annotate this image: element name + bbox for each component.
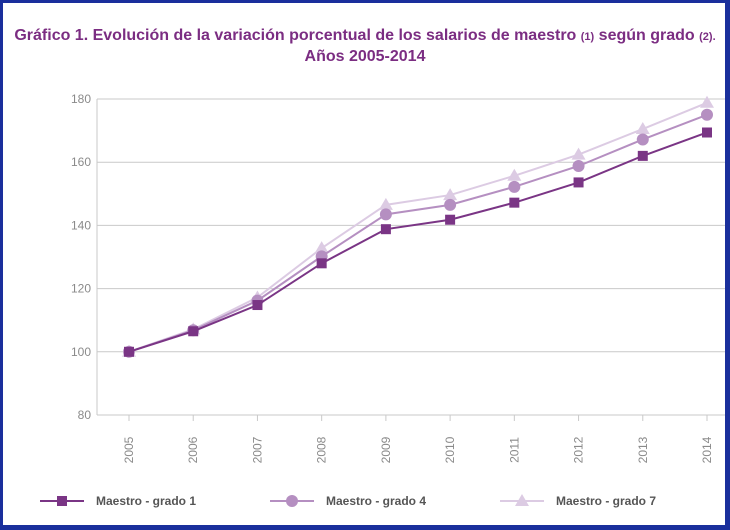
y-tick-label: 140: [71, 218, 91, 232]
title-note-1: (1): [580, 31, 595, 43]
data-point: [444, 198, 457, 211]
x-tick-label: 2013: [636, 436, 650, 463]
data-point: [379, 208, 392, 221]
x-tick-label: 2009: [379, 436, 393, 463]
y-tick-label: 180: [71, 92, 91, 106]
data-point: [378, 197, 393, 210]
data-point: [701, 108, 713, 121]
y-tick-label: 120: [71, 282, 91, 296]
x-tick-label: 2011: [507, 437, 521, 463]
data-point: [124, 346, 134, 357]
chart-title: Gráfico 1. Evolución de la variación por…: [0, 26, 730, 66]
y-tick-label: 160: [71, 155, 91, 169]
data-point: [380, 224, 391, 235]
legend-marker: [286, 495, 298, 507]
data-point: [509, 197, 520, 208]
data-point: [252, 300, 263, 311]
data-point: [700, 95, 714, 108]
legend-label: Maestro - grado 1: [96, 494, 196, 508]
x-tick-label: 2008: [315, 436, 329, 463]
y-tick-label: 100: [71, 345, 91, 359]
series-line: [128, 131, 708, 353]
data-point: [507, 168, 522, 181]
data-point: [635, 122, 650, 135]
data-point: [314, 241, 329, 254]
chart-frame: [3, 3, 725, 525]
series-line: [128, 101, 708, 353]
x-tick-label: 2012: [572, 436, 586, 463]
x-tick-label: 2006: [186, 436, 200, 463]
legend-item: Maestro - grado 1: [40, 494, 196, 508]
data-point: [445, 214, 456, 225]
series-line: [128, 113, 708, 353]
series-1: [124, 127, 712, 357]
legend-item: Maestro - grado 4: [270, 494, 426, 508]
legend-label: Maestro - grado 7: [556, 494, 656, 508]
title-mid: según grado: [598, 27, 695, 44]
title-note-2: (2).: [699, 31, 716, 43]
x-tick-label: 2005: [122, 436, 136, 463]
data-point: [443, 188, 458, 201]
title-main: Gráfico 1. Evolución de la variación por…: [14, 27, 577, 44]
title-years: Años 2005-2014: [304, 48, 426, 65]
x-tick-label: 2010: [443, 436, 457, 463]
data-point: [188, 326, 199, 337]
data-point: [316, 258, 327, 269]
data-point: [508, 180, 521, 193]
y-tick-label: 80: [78, 408, 92, 422]
data-point: [637, 150, 648, 161]
x-tick-label: 2007: [250, 436, 264, 463]
legend-item: Maestro - grado 7: [500, 494, 656, 508]
data-point: [573, 177, 584, 188]
data-point: [702, 127, 712, 138]
x-tick-label: 2014: [700, 436, 714, 463]
legend-label: Maestro - grado 4: [326, 494, 426, 508]
series-3: [122, 95, 714, 357]
legend-marker: [515, 494, 529, 506]
data-point: [571, 147, 586, 160]
data-point: [572, 159, 585, 172]
data-point: [636, 133, 649, 146]
legend-marker: [57, 496, 67, 506]
